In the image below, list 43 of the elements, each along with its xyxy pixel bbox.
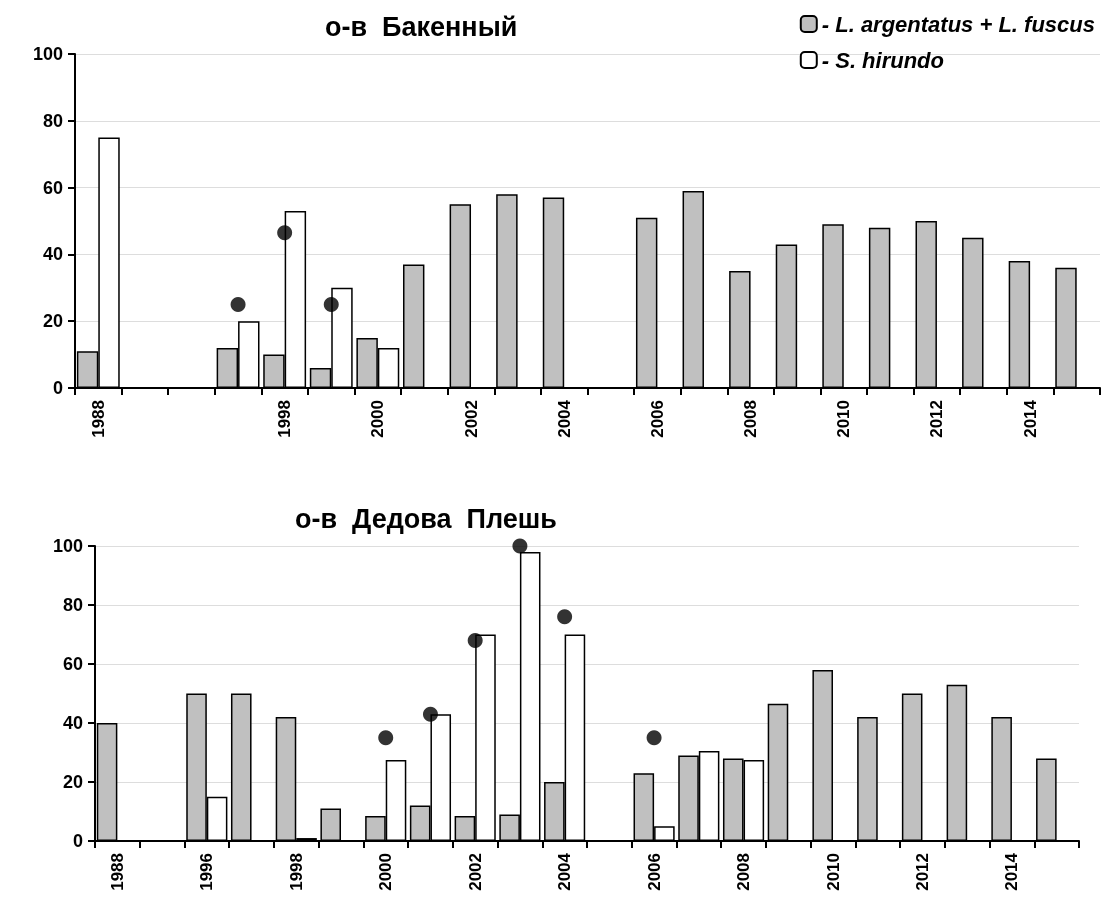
legend-label: - L. argentatus + L. fuscus xyxy=(821,11,1095,37)
point xyxy=(646,730,662,746)
x-tick-label: 2002 xyxy=(461,400,481,438)
y-tick-label: 20 xyxy=(42,311,63,332)
point xyxy=(557,609,573,625)
x-tick-label: 1998 xyxy=(275,400,295,438)
x-tick-label: 2008 xyxy=(741,400,761,438)
point xyxy=(422,706,438,722)
x-tick-label: 2014 xyxy=(1002,852,1022,891)
y-tick-label: 40 xyxy=(62,713,83,733)
x-tick-label: 1996 xyxy=(197,853,217,891)
x-tick-label: 2006 xyxy=(644,853,664,891)
y-tick-label: 80 xyxy=(42,110,63,131)
x-tick-label: 2014 xyxy=(1020,399,1040,438)
y-tick-label: 100 xyxy=(32,44,63,64)
x-tick-label: 2000 xyxy=(368,400,388,438)
y-tick-label: 80 xyxy=(62,595,83,615)
x-tick-label: 1988 xyxy=(88,400,108,438)
x-tick-label: 2004 xyxy=(555,852,575,891)
point xyxy=(467,632,483,648)
x-tick-label: 2010 xyxy=(823,853,843,891)
x-tick-label: 1998 xyxy=(286,853,306,891)
x-tick-label: 2002 xyxy=(465,853,485,891)
x-tick-label: 2010 xyxy=(834,400,854,438)
x-tick-label: 2012 xyxy=(927,400,947,438)
y-tick-label: 60 xyxy=(62,654,83,674)
point xyxy=(512,538,528,554)
legend-label: - S. hirundo xyxy=(821,47,944,73)
y-tick-label: 100 xyxy=(52,536,83,556)
x-tick-label: 2012 xyxy=(912,853,932,891)
x-tick-label: 2006 xyxy=(647,400,667,438)
chart-title: о-в Бакенный xyxy=(325,11,518,42)
y-tick-label: 0 xyxy=(52,378,63,398)
y-tick-label: 20 xyxy=(62,772,83,792)
x-tick-label: 2004 xyxy=(554,399,574,438)
x-tick-label: 1988 xyxy=(107,853,127,891)
chart-title: о-в Дедова Плешь xyxy=(295,503,557,534)
y-tick-label: 40 xyxy=(42,244,63,265)
x-tick-label: 2008 xyxy=(734,853,754,891)
y-tick-label: 60 xyxy=(42,177,63,198)
y-tick-label: 0 xyxy=(72,831,83,851)
x-tick-label: 2000 xyxy=(376,853,396,891)
point xyxy=(378,730,394,746)
